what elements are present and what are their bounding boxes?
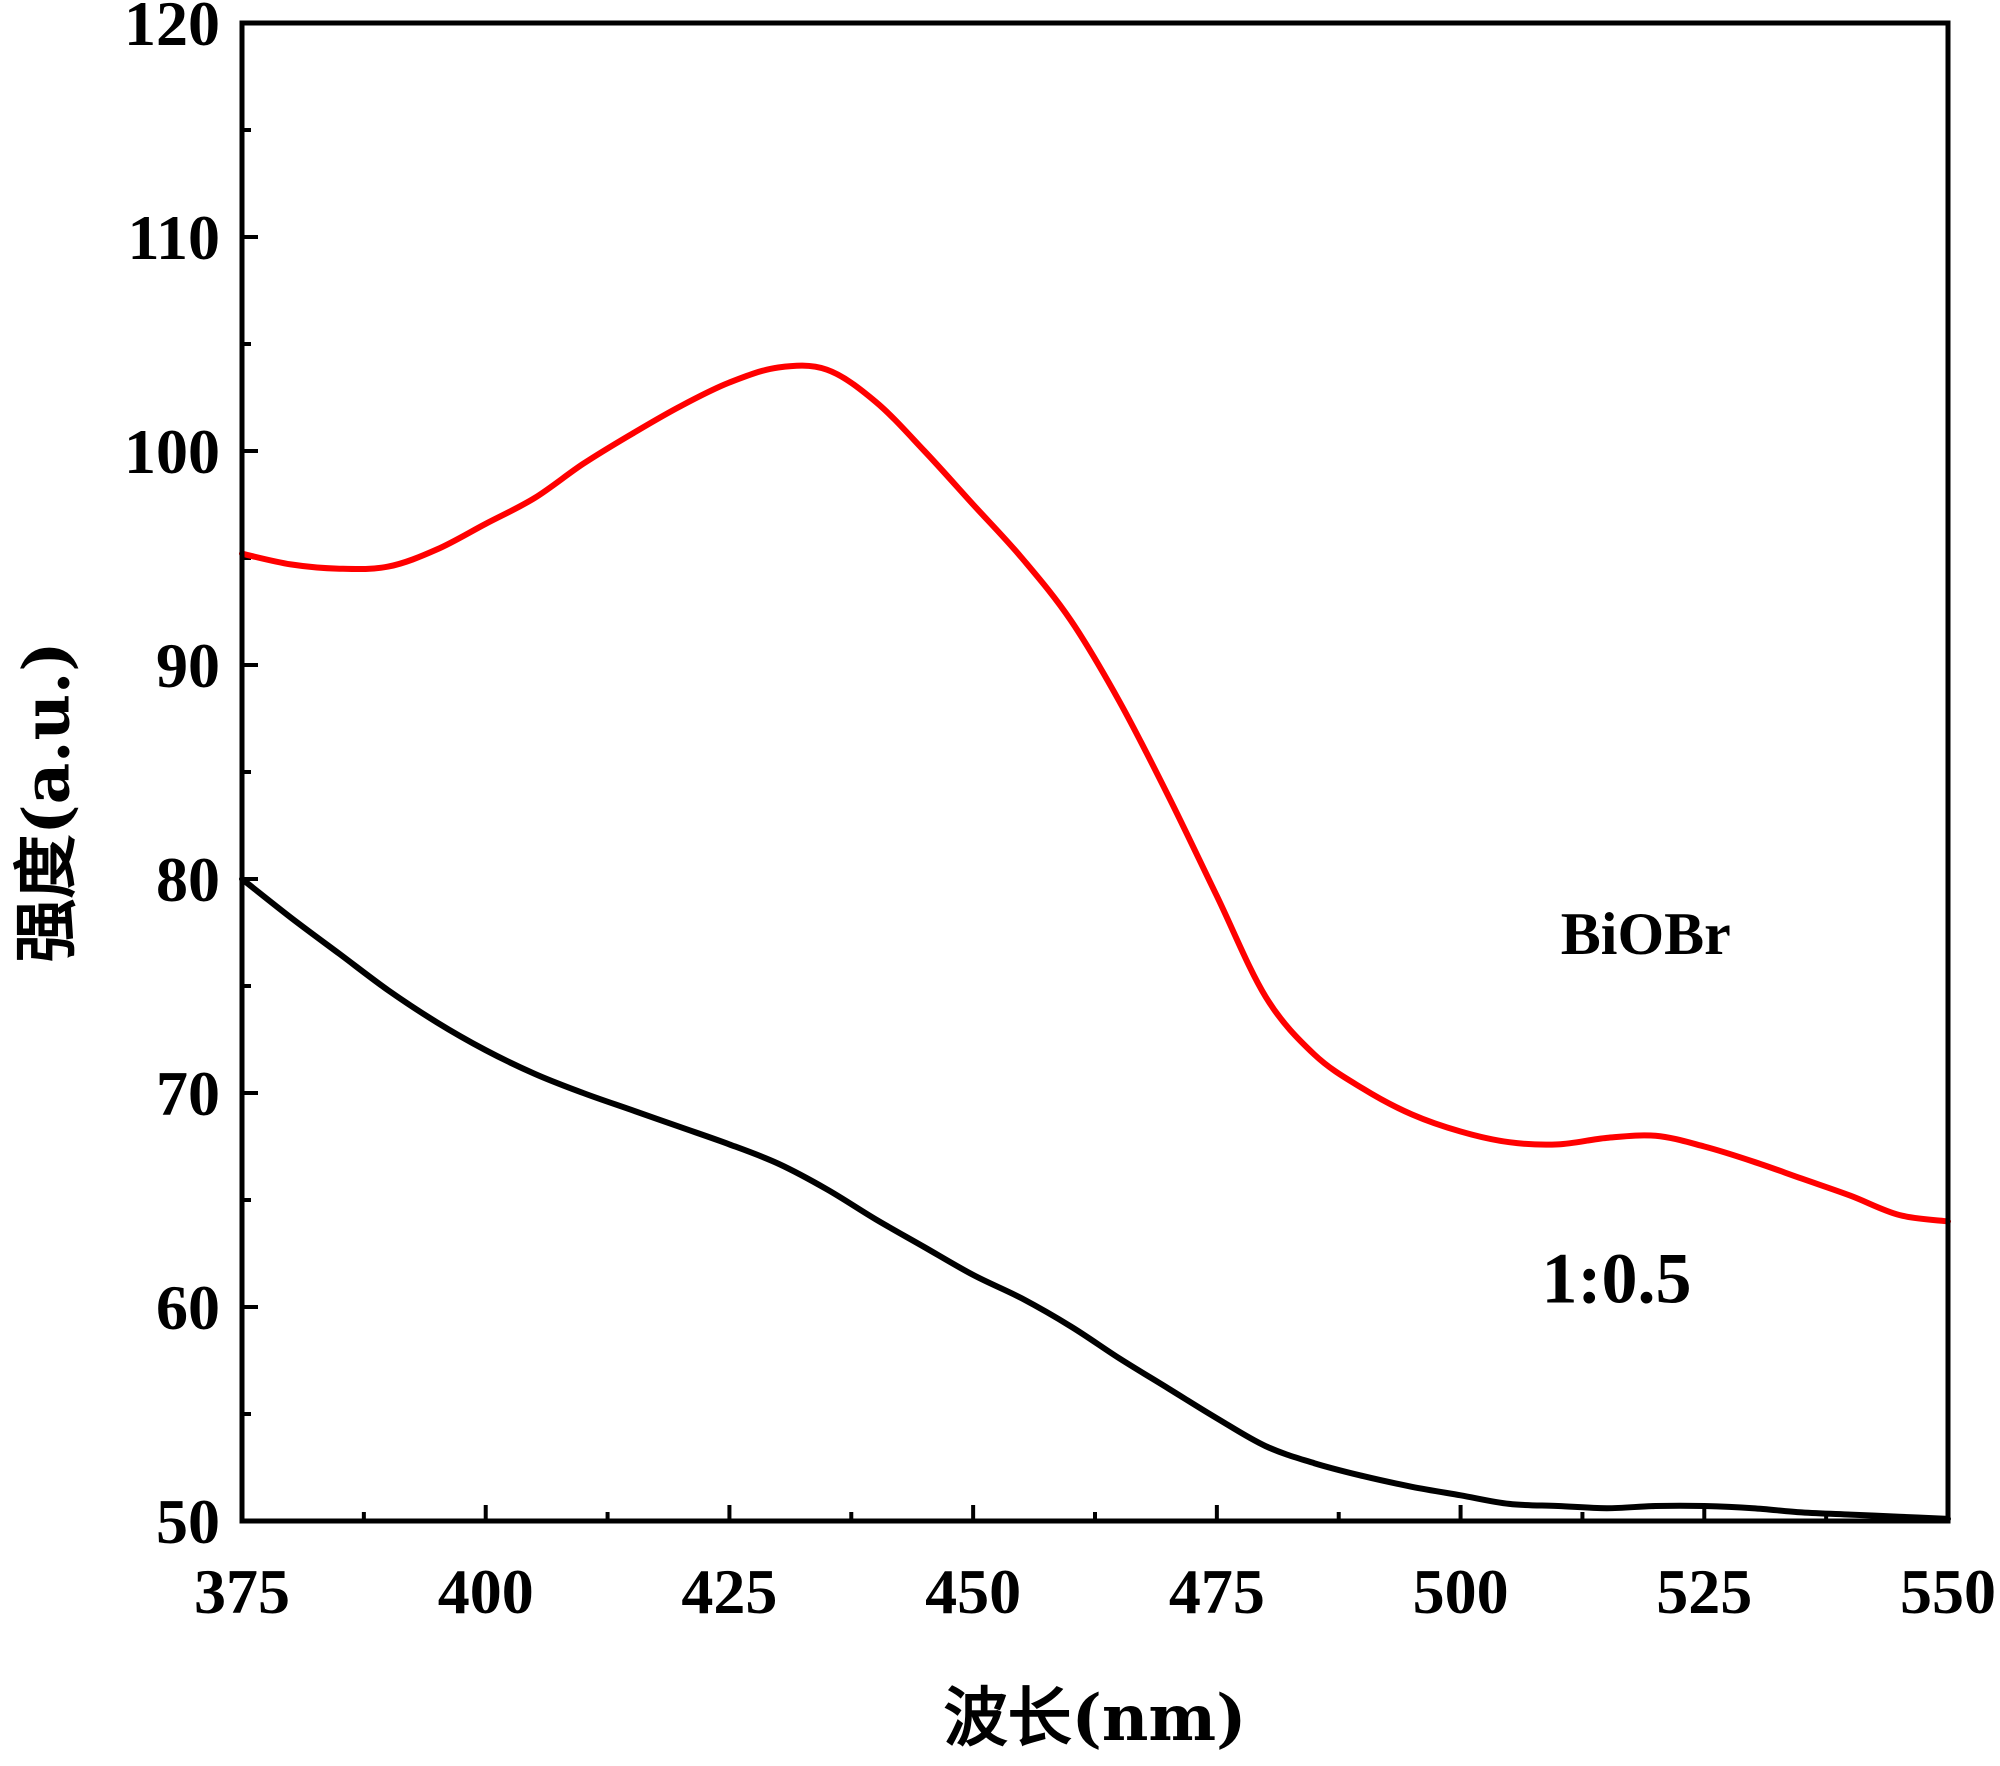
x-tick-label: 475 — [1169, 1556, 1265, 1627]
series-layer — [239, 362, 1951, 1522]
series-line-biobr — [239, 362, 1951, 1225]
x-tick-label: 450 — [925, 1556, 1021, 1627]
x-tick-label: 525 — [1656, 1556, 1752, 1627]
series-line-1-0-5 — [239, 876, 1951, 1522]
x-tick-label: 500 — [1413, 1556, 1509, 1627]
x-tick-label: 550 — [1900, 1556, 1996, 1627]
y-tick-labels: 50 60 70 80 90 100 110 120 — [124, 0, 220, 1557]
annotation-label: 1:0.5 — [1542, 1239, 1692, 1319]
x-tick-label: 375 — [194, 1556, 290, 1627]
y-tick-label: 80 — [156, 844, 220, 915]
x-tick-label: 400 — [438, 1556, 534, 1627]
x-axis-title: 波长(nm) — [944, 1681, 1247, 1756]
y-tick-label: 120 — [124, 0, 220, 59]
y-tick-label: 50 — [156, 1486, 220, 1557]
y-tick-label: 60 — [156, 1272, 220, 1343]
y-tick-label: 110 — [128, 202, 220, 273]
plot-frame — [239, 20, 1951, 1524]
y-tick-label: 70 — [156, 1058, 220, 1129]
y-tick-label: 100 — [124, 416, 220, 487]
annotation-label: BiOBr — [1561, 901, 1731, 967]
major-ticks — [240, 21, 1950, 1523]
x-tick-labels: 375 400 425 450 475 500 525 550 — [194, 1556, 1996, 1627]
x-tick-label: 425 — [681, 1556, 777, 1627]
y-tick-label: 90 — [156, 630, 220, 701]
y-axis-title: 强度(a.u.) — [10, 641, 85, 962]
annotation-layer: BiOBr 1:0.5 — [1542, 901, 1731, 1319]
